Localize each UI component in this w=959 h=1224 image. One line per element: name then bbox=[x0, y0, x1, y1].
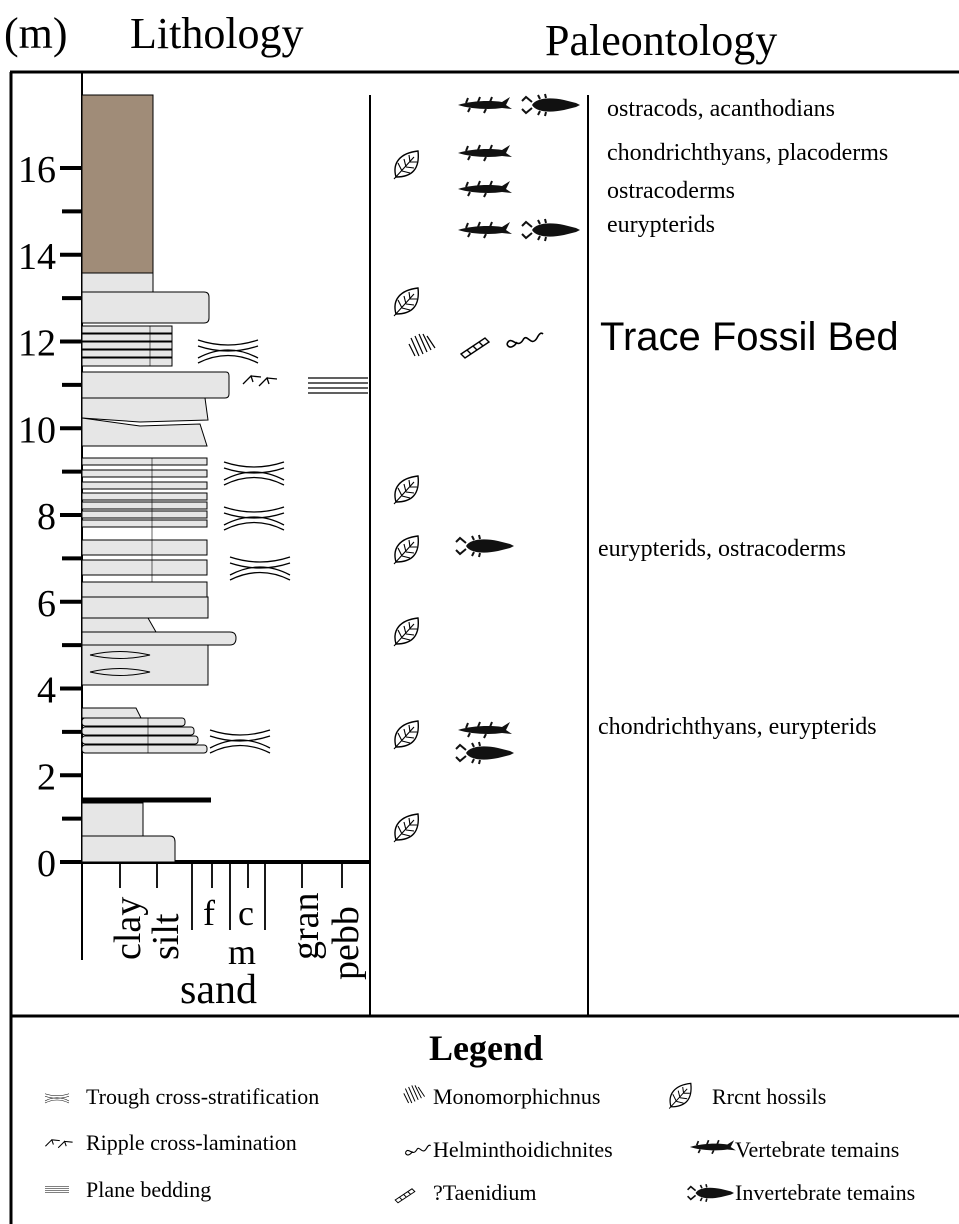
depth-tick-label: 6 bbox=[37, 583, 56, 625]
grain-clay: clay bbox=[107, 897, 149, 960]
grain-pebble: pebb bbox=[325, 906, 367, 980]
depth-tick-label: 12 bbox=[18, 323, 56, 365]
grain-silt: silt bbox=[145, 913, 187, 960]
legend-label: Monomorphichnus bbox=[433, 1084, 600, 1109]
grain-coarse: c bbox=[238, 893, 254, 933]
depth-tick-label: 4 bbox=[37, 670, 56, 712]
structures bbox=[198, 340, 368, 753]
annotation: chondrichthyans, eurypterids bbox=[598, 714, 877, 740]
depth-tick-label: 0 bbox=[37, 843, 56, 885]
fossils bbox=[394, 94, 580, 842]
legend-label: Rrcnt hossils bbox=[712, 1084, 826, 1109]
legend-title: Legend bbox=[429, 1028, 543, 1068]
legend-label: Vertebrate temains bbox=[735, 1137, 899, 1162]
depth-tick-label: 2 bbox=[37, 756, 56, 798]
grain-medium: m bbox=[228, 932, 256, 972]
depth-tick-label: 10 bbox=[18, 409, 56, 451]
legend-label: Plane bedding bbox=[86, 1177, 211, 1202]
grain-fine: f bbox=[203, 893, 215, 933]
grain-granule: gran bbox=[285, 892, 327, 960]
grain-sand: sand bbox=[180, 967, 257, 1013]
lithology-title: Lithology bbox=[130, 9, 304, 58]
legend-label: Invertebrate temains bbox=[735, 1180, 915, 1205]
annotation: ostracods, acanthodians bbox=[607, 96, 835, 122]
depth-tick-label: 16 bbox=[18, 149, 56, 191]
annotation: chondrichthyans, placoderms bbox=[607, 140, 888, 166]
annotation: eurypterids bbox=[607, 212, 715, 238]
legend-label: Helminthoidichnites bbox=[433, 1137, 613, 1162]
trace-fossil-bed: Trace Fossil Bed bbox=[600, 315, 899, 359]
legend-label: ?Taenidium bbox=[433, 1180, 537, 1205]
legend-label: Trough cross-stratification bbox=[86, 1084, 319, 1109]
paleontology-title: Paleontology bbox=[545, 16, 777, 65]
depth-tick-label: 8 bbox=[37, 496, 56, 538]
strat-column: (m) Lithology Paleontology clay silt f c… bbox=[0, 0, 959, 1224]
unit-label: (m) bbox=[4, 9, 68, 58]
page: (m) Lithology Paleontology clay silt f c… bbox=[0, 0, 959, 1224]
legend-label: Ripple cross-lamination bbox=[86, 1130, 297, 1155]
annotation: eurypterids, ostracoderms bbox=[598, 536, 846, 562]
depth-tick-label: 14 bbox=[18, 236, 56, 278]
annotation: ostracoderms bbox=[607, 178, 735, 204]
